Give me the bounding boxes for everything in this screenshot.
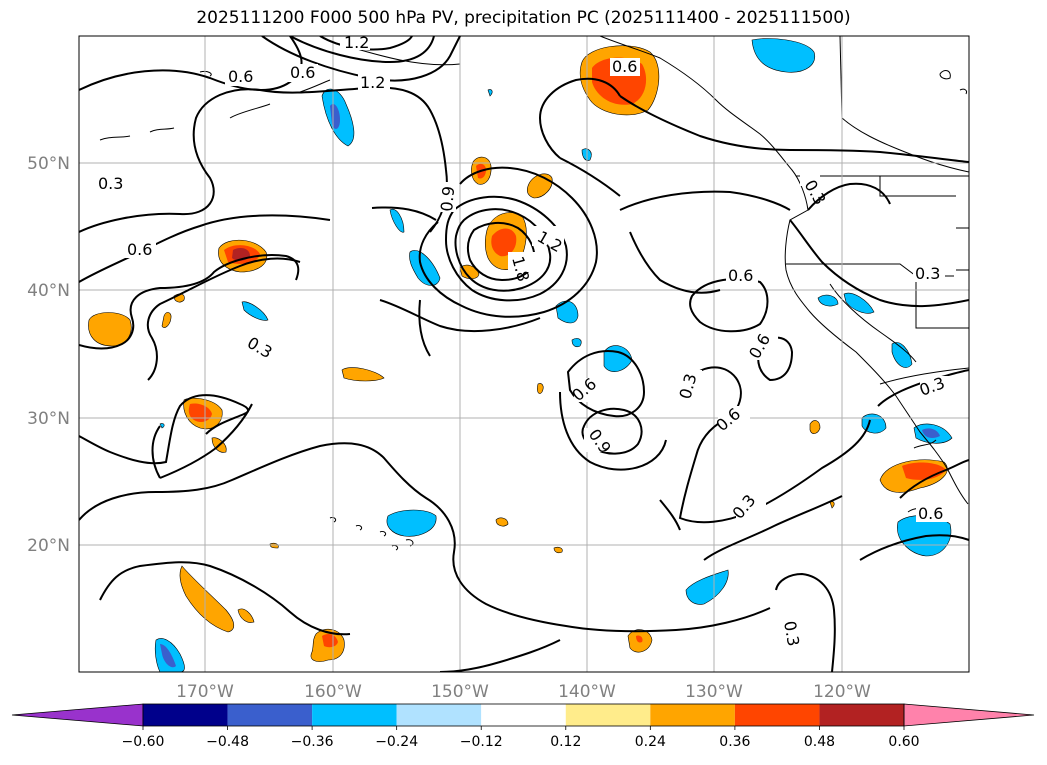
colorbar-segment bbox=[650, 704, 735, 726]
lat-label: 30°N bbox=[27, 409, 70, 429]
contour-labels: 0.6 0.6 1.2 1.2 0.6 0.3 0.6 0.9 1.2 1.8 … bbox=[96, 33, 954, 656]
lon-label: 170°W bbox=[176, 682, 234, 702]
contour-label: 0.6 bbox=[228, 67, 253, 86]
colorbar: −0.60 −0.48 −0.36 −0.24 −0.12 0.12 0.24 0.36 0.4… bbox=[11, 703, 1035, 750]
latitude-labels: 50°N 40°N 30°N 20°N bbox=[27, 154, 70, 556]
negative-precip-patches bbox=[154, 38, 953, 672]
contour-label: 0.6 bbox=[290, 63, 315, 82]
colorbar-tick-label: −0.60 bbox=[122, 734, 165, 750]
lon-label: 130°W bbox=[685, 682, 743, 702]
contour-label: 0.6 bbox=[918, 504, 943, 523]
colorbar-segment bbox=[565, 704, 651, 726]
contour-label: 0.3 bbox=[98, 174, 123, 193]
colorbar-tick-label: −0.36 bbox=[291, 734, 334, 750]
lat-label: 50°N bbox=[27, 154, 70, 174]
colorbar-tick-label: 0.12 bbox=[550, 734, 581, 750]
colorbar-max-extension bbox=[903, 703, 1035, 727]
colorbar-segment bbox=[734, 704, 820, 726]
contour-label: 0.9 bbox=[437, 185, 458, 212]
pv-contours bbox=[79, 36, 969, 672]
colorbar-tick-label: 0.24 bbox=[635, 734, 666, 750]
map-frame bbox=[78, 35, 970, 673]
colorbar-tick-label: 0.48 bbox=[804, 734, 835, 750]
contour-label: 0.6 bbox=[127, 240, 152, 259]
contour-label: 0.6 bbox=[728, 266, 753, 285]
colorbar-segment bbox=[819, 704, 904, 726]
lon-label: 140°W bbox=[558, 682, 616, 702]
colorbar-tick-label: −0.48 bbox=[206, 734, 249, 750]
contour-label: 1.2 bbox=[360, 73, 385, 92]
colorbar-segment bbox=[396, 704, 482, 726]
lon-label: 150°W bbox=[431, 682, 489, 702]
map-title: 2025111200 F000 500 hPa PV, precipitatio… bbox=[196, 8, 851, 28]
coastlines bbox=[99, 36, 969, 551]
contour-label: 0.3 bbox=[780, 619, 803, 647]
colorbar-segment bbox=[312, 704, 397, 726]
colorbar-tick-label: 0.36 bbox=[719, 734, 750, 750]
lat-label: 20°N bbox=[27, 536, 70, 556]
colorbar-min-extension bbox=[11, 703, 144, 727]
lon-label: 160°W bbox=[304, 682, 362, 702]
lat-label: 40°N bbox=[27, 281, 70, 301]
colorbar-tick-label: 0.60 bbox=[888, 734, 919, 750]
colorbar-tick-label: −0.24 bbox=[375, 734, 418, 750]
colorbar-segment bbox=[481, 704, 566, 726]
colorbar-segment bbox=[143, 704, 228, 726]
colorbar-segment bbox=[227, 704, 313, 726]
gridlines bbox=[79, 36, 969, 672]
contour-label: 0.3 bbox=[915, 264, 940, 283]
colorbar-tick-label: −0.12 bbox=[460, 734, 503, 750]
contour-label: 0.6 bbox=[612, 57, 637, 76]
longitude-labels: 170°W 160°W 150°W 140°W 130°W 120°W bbox=[176, 682, 871, 702]
colorbar-outline bbox=[142, 703, 905, 727]
contour-label: 1.2 bbox=[344, 33, 369, 52]
lon-label: 120°W bbox=[813, 682, 871, 702]
map-plot-area: 0.6 0.6 1.2 1.2 0.6 0.3 0.6 0.9 1.2 1.8 … bbox=[79, 33, 969, 672]
